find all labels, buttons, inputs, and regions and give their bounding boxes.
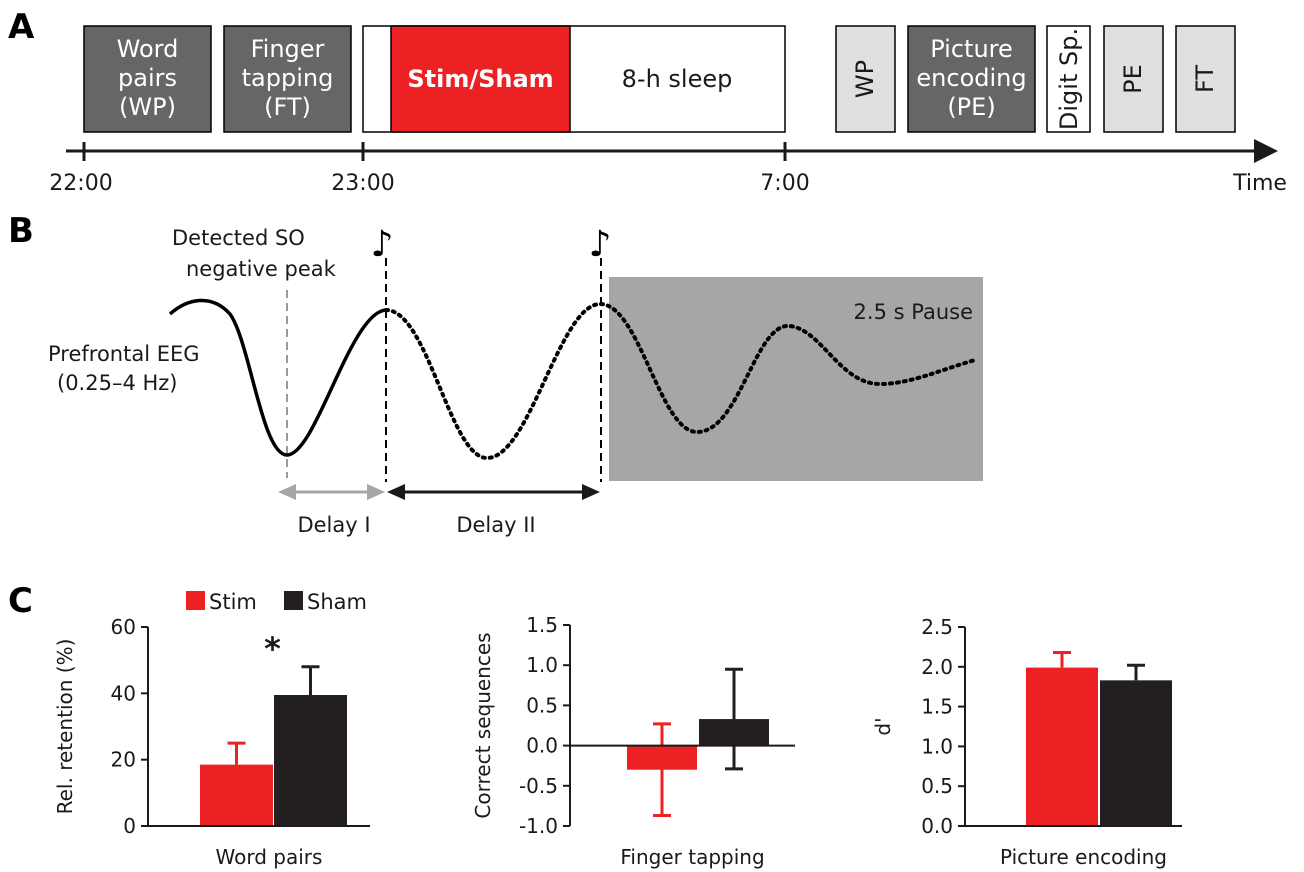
eeg-dotted-trace (384, 301, 977, 461)
delay-2-label: Delay II (456, 513, 535, 537)
y-tick-label: 0.5 (526, 693, 558, 717)
block-text-line: (FT) (264, 93, 311, 121)
chart-picture-encoding: 0.0 0.5 1.0 1.5 2.0 2.5 d' Picture encoding (871, 615, 1182, 869)
time-tick-label: 22:00 (49, 171, 112, 196)
eeg-solid-trace (168, 298, 387, 457)
music-note-icon: ♪ (371, 224, 394, 265)
delay-1-label: Delay I (297, 513, 370, 537)
timeline-block-finger-tapping: Finger tapping (FT) (223, 25, 352, 133)
y-tick-label: 0.5 (921, 774, 953, 798)
chart-finger-tapping: -1.0 -0.5 0.0 0.5 1.0 1.5 Correct sequences Fin… (471, 613, 795, 869)
timeline-block-wp-retest: WP (835, 25, 896, 133)
bar-stim (1026, 667, 1098, 826)
y-tick-label: 60 (111, 615, 136, 639)
block-text-line: (WP) (119, 93, 176, 121)
legend: Stim Sham (186, 590, 367, 614)
block-text-line: Digit Sp. (1055, 28, 1083, 130)
x-axis-label: Picture encoding (1000, 845, 1167, 869)
delay-1-arrow (278, 484, 385, 500)
legend-swatch-sham (284, 591, 303, 610)
eeg-label-line2: (0.25–4 Hz) (57, 371, 178, 395)
delay-2-arrow (387, 484, 600, 500)
x-axis-label: Word pairs (216, 845, 323, 869)
y-tick-label: 0.0 (921, 814, 953, 838)
timeline-block-stim-sham: Stim/Sham (390, 25, 571, 133)
block-text-line: encoding (916, 64, 1026, 92)
timeline-block-digit-span: Digit Sp. (1046, 25, 1091, 133)
significance-marker: * (264, 630, 281, 668)
y-tick-label: 2.0 (921, 655, 953, 679)
y-tick-label: -1.0 (519, 814, 558, 838)
eeg-label-line1: Prefrontal EEG (48, 342, 200, 366)
y-axis-label: d' (871, 717, 895, 735)
y-tick-label: 20 (111, 748, 136, 772)
bar-stim (200, 764, 273, 826)
timeline-block-sleep: 8-h sleep (622, 65, 733, 93)
detected-so-label-line1: Detected SO (172, 226, 305, 250)
y-tick-label: 0 (123, 814, 136, 838)
legend-label-sham: Sham (307, 590, 367, 614)
time-axis-label: Time (1232, 171, 1287, 196)
y-tick-label: 40 (111, 681, 136, 705)
bar-sham (1100, 680, 1172, 826)
panel-b-label: B (8, 211, 34, 251)
time-tick-label: 7:00 (760, 171, 809, 196)
chart-word-pairs: 0 20 40 60 Rel. retention (%) Word pairs * (53, 615, 370, 869)
timeline-block-picture-encoding: Picture encoding (PE) (907, 25, 1036, 133)
pause-label: 2.5 s Pause (854, 300, 973, 324)
block-text-line: Finger (251, 35, 325, 63)
y-axis-label: Rel. retention (%) (53, 639, 77, 815)
legend-swatch-stim (186, 591, 205, 610)
bar-sham (274, 694, 347, 826)
block-text-line: Stim/Sham (407, 65, 553, 93)
block-text-line: PE (1119, 64, 1147, 94)
block-text-line: tapping (242, 64, 334, 92)
bar-charts: 0 20 40 60 Rel. retention (%) Word pairs * -1.0… (53, 613, 1182, 869)
y-axis-label: Correct sequences (471, 632, 495, 818)
timeline-block-ft-retest: FT (1175, 25, 1236, 133)
block-text-line: WP (851, 60, 879, 98)
timeline-block-pe-retest: PE (1103, 25, 1164, 133)
time-tick-label: 23:00 (331, 171, 394, 196)
panel-a-label: A (8, 7, 35, 47)
block-text-line: FT (1191, 65, 1219, 93)
detected-so-label-line2: negative peak (186, 257, 337, 281)
timeline-block-word-pairs: Word pairs (WP) (83, 25, 212, 133)
block-text-line: Word (117, 35, 179, 63)
panel-c-label: C (8, 581, 33, 621)
y-tick-label: 1.5 (526, 613, 558, 637)
time-axis (66, 139, 1278, 163)
y-tick-label: 1.0 (526, 653, 558, 677)
y-tick-label: 1.5 (921, 695, 953, 719)
block-text-line: Picture (930, 35, 1013, 63)
x-axis-label: Finger tapping (620, 845, 764, 869)
y-tick-label: 1.0 (921, 734, 953, 758)
block-text-line: (PE) (947, 93, 995, 121)
block-text-line: 8-h sleep (622, 65, 733, 93)
y-tick-label: 2.5 (921, 615, 953, 639)
y-tick-label: -0.5 (519, 774, 558, 798)
music-note-icon: ♪ (589, 224, 612, 265)
y-tick-label: 0.0 (526, 734, 558, 758)
legend-label-stim: Stim (209, 590, 257, 614)
block-text-line: pairs (118, 64, 177, 92)
